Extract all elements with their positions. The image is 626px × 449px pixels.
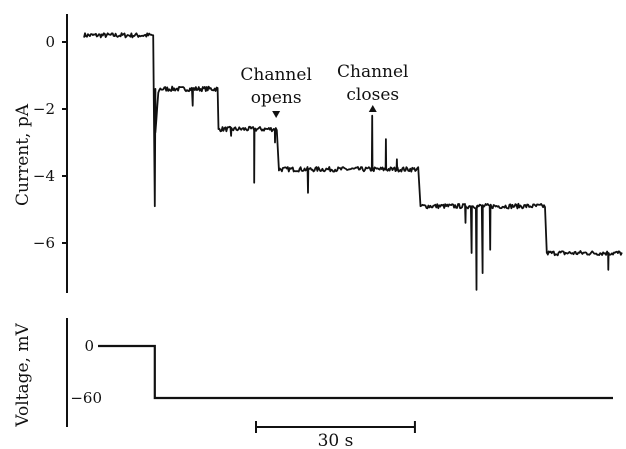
annotation-line2: opens: [251, 88, 302, 108]
voltage-trace: [98, 344, 613, 400]
annotation-line2: closes: [346, 85, 399, 105]
voltage-y-tick-label: −60: [70, 389, 102, 407]
annotation-line1: Channel: [240, 65, 312, 85]
current-annotations: Channel opens Channel closes: [240, 62, 409, 118]
annotation: Channel closes: [337, 62, 409, 112]
voltage-y-tick-label: 0: [84, 337, 94, 355]
current-trace-line: [83, 32, 623, 291]
annotation-line1: Channel: [337, 62, 409, 82]
current-trace: [83, 32, 623, 291]
current-y-axis-label: Current, pA: [13, 103, 33, 206]
current-panel: 0 −2 −4 −6 Current, pA Channel opens Channel c…: [13, 14, 623, 293]
scale-bar-label: 30 s: [318, 431, 354, 449]
current-y-tick-label: −2: [33, 100, 55, 118]
voltage-panel: Voltage, mV 0 −60 30 s: [13, 318, 613, 449]
annotation-arrow-icon: [272, 111, 281, 118]
voltage-y-axis-label: Voltage, mV: [13, 323, 33, 428]
annotation-arrow-icon: [368, 105, 377, 112]
time-scale-bar: 30 s: [255, 421, 416, 449]
current-y-ticks: 0 −2 −4 −6: [33, 33, 67, 252]
current-y-tick-label: −6: [33, 234, 55, 252]
current-y-tick-label: −4: [33, 167, 55, 185]
annotation: Channel opens: [240, 65, 312, 118]
current-y-tick-label: 0: [45, 33, 55, 51]
voltage-y-ticks: 0 −60: [70, 337, 102, 407]
